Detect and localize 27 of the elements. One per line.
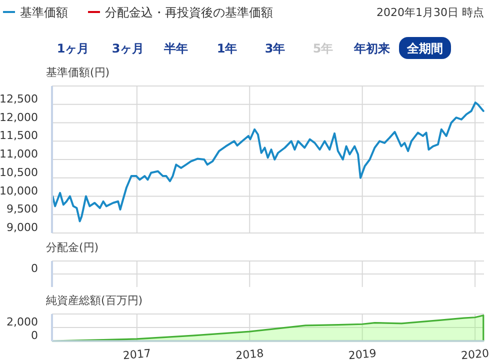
x-tick-label: 2018 (235, 346, 264, 362)
y-tick-label: 11,000 (0, 148, 38, 160)
text: 1ヶ月 (56, 42, 90, 56)
y-axis-title: 基準価額(円) (46, 66, 110, 79)
text: 3ヶ月 (112, 42, 144, 56)
y-axis-title: 純資産総額(百万円) (46, 294, 143, 307)
text: 3年 (264, 42, 286, 56)
y-tick-label: 10,000 (0, 184, 38, 198)
y-tick-label: 9,500 (6, 202, 38, 216)
y-tick-label: 2,000 (6, 316, 38, 328)
x-tick-label: 2019 (348, 346, 377, 362)
text: 半年 (163, 42, 188, 56)
x-tick-label: 2017 (122, 346, 152, 362)
text: 年初来 (353, 42, 390, 56)
text: 分配金(円) (46, 241, 99, 254)
y-tick-label: 12,000 (0, 110, 38, 124)
text: 1年 (216, 42, 238, 56)
y-tick-label: 11,500 (0, 129, 38, 142)
legend-label: 基準価額 (20, 6, 68, 20)
chart-subtitle: 2020年1月30日 時点 (376, 6, 484, 19)
y-tick-label: 9,000 (6, 221, 38, 234)
legend-label: 分配金込・再投資後の基準価額 (105, 6, 273, 20)
x-tick-label: 2020 (460, 346, 490, 362)
text: 全期間 (406, 42, 443, 56)
y-tick-label: 12,500 (0, 92, 38, 106)
y-tick-label: 10,500 (0, 166, 38, 179)
y-tick-label: 0 (31, 329, 38, 342)
